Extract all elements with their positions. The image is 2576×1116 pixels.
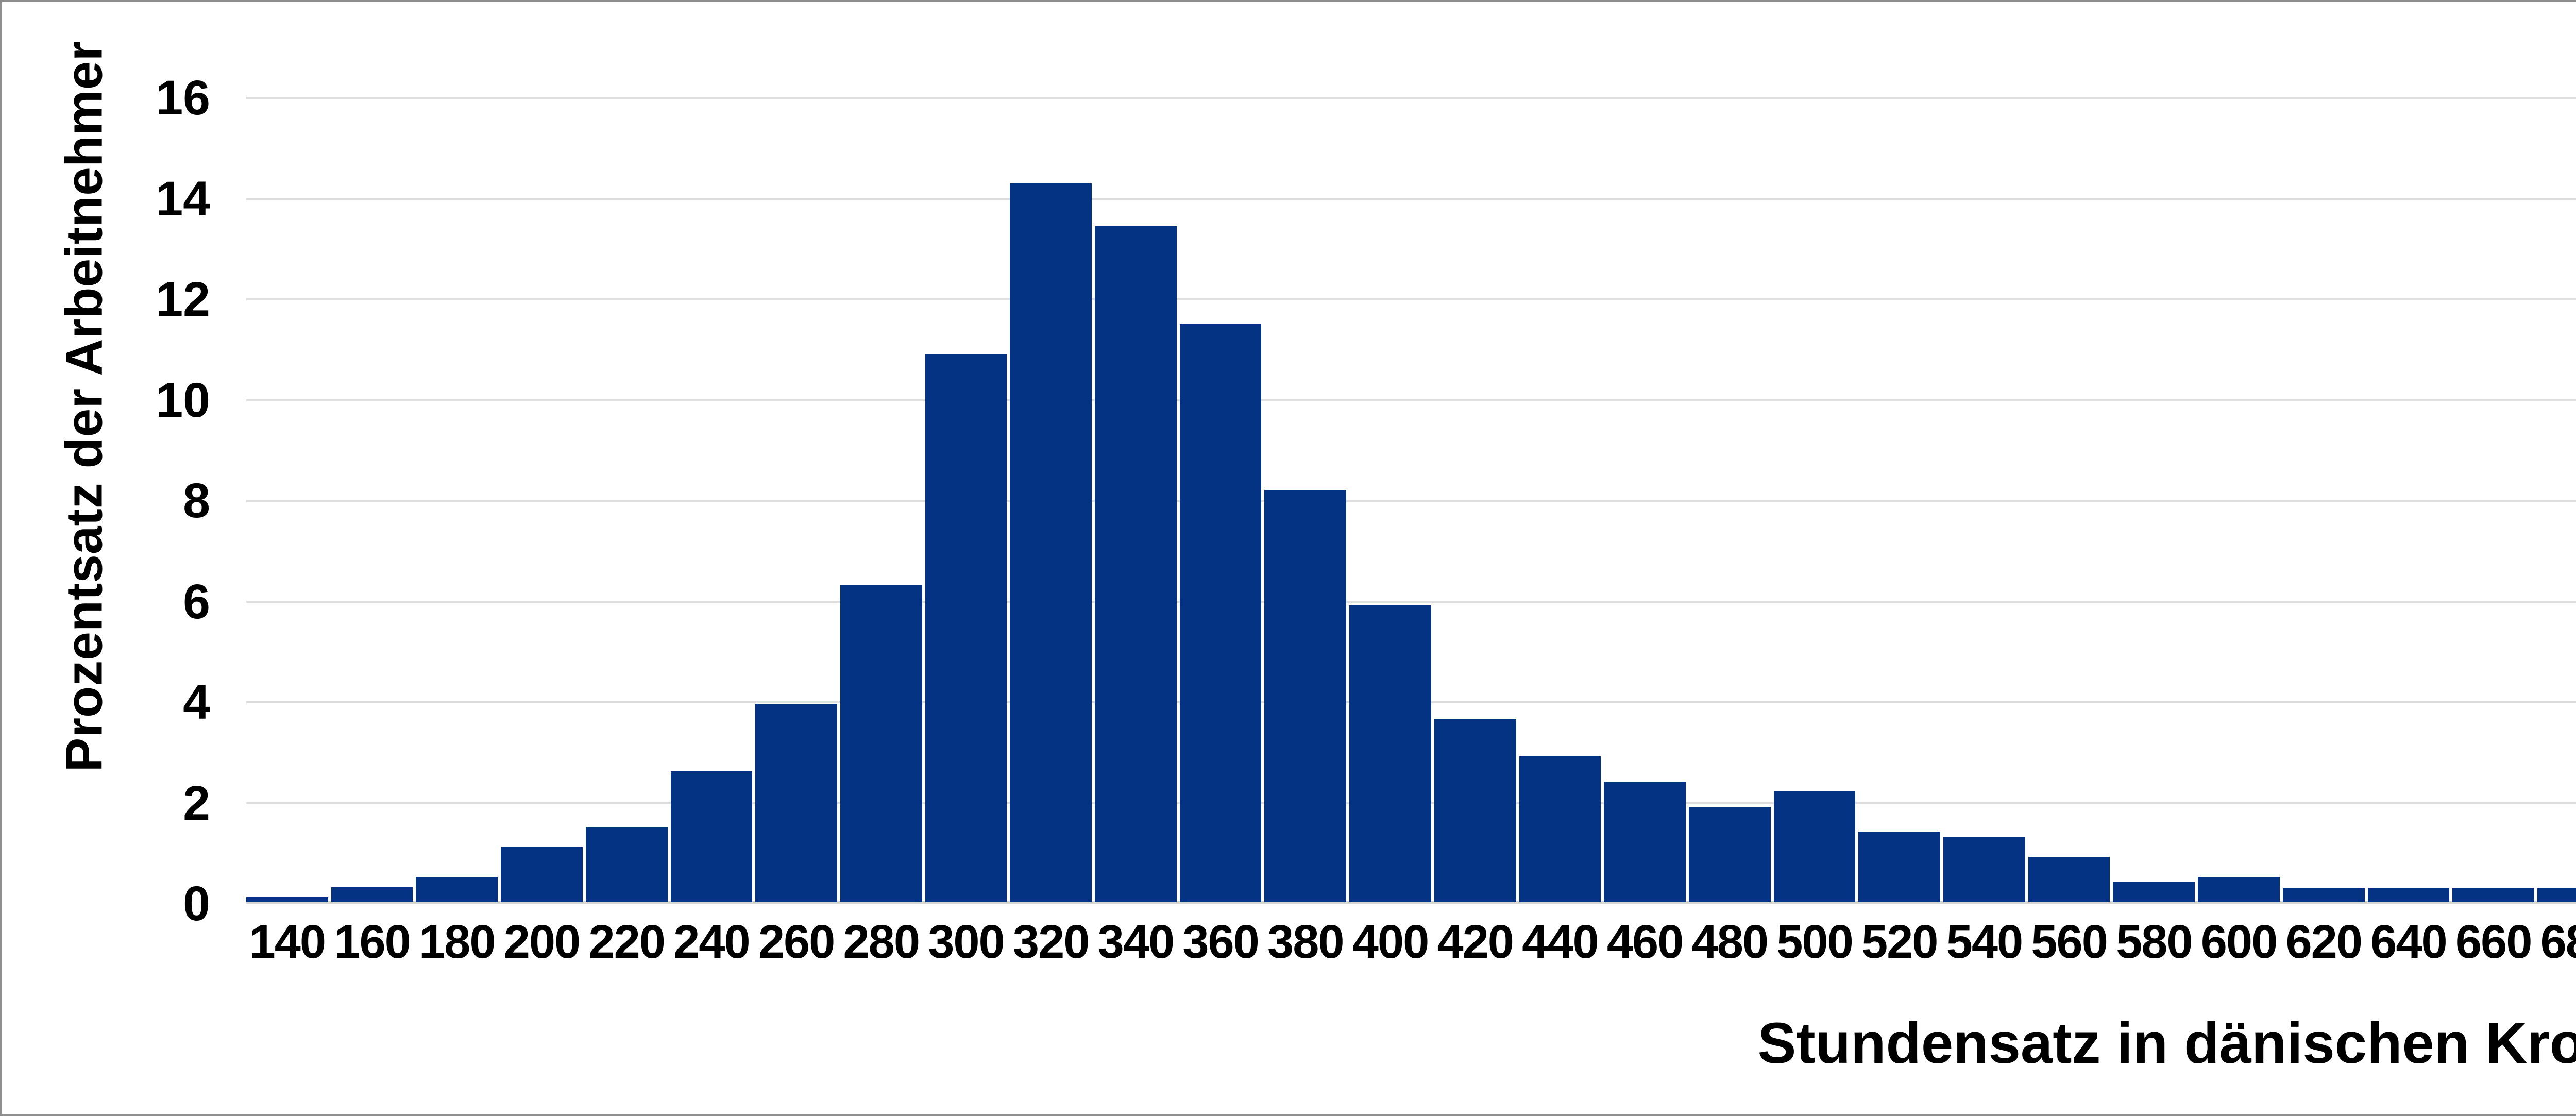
x-tick-label: 520 [1861,916,1938,968]
x-tick-label: 620 [2285,916,2362,968]
bar-600 [2198,877,2280,902]
x-axis-baseline [246,901,2576,904]
bar-380 [1264,490,1347,902]
x-tick-label: 640 [2370,916,2447,968]
bar-660 [2452,888,2534,902]
gridline [246,97,2576,99]
x-axis-tick-labels: 140 160 180 200 220 240 260 280 300 320 340 360 380 4… [246,915,2576,969]
bar-640 [2367,888,2450,902]
bar-280 [840,585,922,902]
bar-420 [1434,718,1516,902]
x-tick-label: 560 [2031,916,2108,968]
x-tick-label: 220 [588,916,665,968]
x-tick-label: 360 [1182,916,1259,968]
x-tick-label: 300 [928,916,1005,968]
bar-340 [1095,226,1177,902]
bar-200 [501,847,583,902]
x-tick-label: 180 [419,916,496,968]
bar-520 [1858,832,1941,902]
bar-460 [1604,781,1686,902]
x-tick-label: 240 [673,916,750,968]
x-tick-label: 280 [843,916,920,968]
x-tick-label: 340 [1097,916,1175,968]
bar-560 [2028,857,2110,902]
bar-300 [925,354,1007,902]
gridline [246,298,2576,300]
bar-400 [1349,605,1431,902]
gridline [246,197,2576,200]
bar-480 [1688,806,1771,902]
plot-area [246,97,2576,904]
bar-500 [1773,791,1856,902]
gridline [246,399,2576,401]
bar-440 [1519,756,1601,902]
x-tick-label: 480 [1691,916,1769,968]
x-tick-label: 680 [2540,916,2576,968]
bar-220 [585,826,668,902]
x-tick-label: 140 [249,916,326,968]
bar-180 [416,877,498,902]
x-tick-label: 580 [2116,916,2193,968]
bar-320 [1010,183,1092,902]
gridline [246,500,2576,502]
bar-140 [246,897,328,902]
bar-360 [1179,324,1262,902]
gridline [246,600,2576,603]
bar-160 [331,887,413,902]
x-tick-label: 500 [1776,916,1853,968]
bar-580 [2113,882,2195,902]
x-tick-label: 260 [758,916,835,968]
bar-680 [2537,888,2576,902]
x-tick-label: 440 [1522,916,1599,968]
x-tick-label: 460 [1606,916,1684,968]
bar-620 [2282,888,2365,902]
x-tick-label: 200 [503,916,581,968]
bar-260 [755,703,837,902]
bars-container [246,98,2576,902]
x-tick-label: 540 [1946,916,2023,968]
bar-240 [670,771,753,902]
bar-540 [1943,837,2025,902]
x-tick-label: 600 [2200,916,2278,968]
x-tick-label: 400 [1352,916,1429,968]
x-tick-label: 660 [2455,916,2532,968]
x-tick-label: 380 [1267,916,1344,968]
x-tick-label: 320 [1012,916,1090,968]
x-tick-label: 420 [1437,916,1514,968]
x-axis-title: Stundensatz in dänischen Kronen [1757,1011,2576,1075]
y-axis-tick-labels: 0 2 4 6 8 10 12 14 16 [156,71,210,931]
x-tick-label: 160 [334,916,411,968]
